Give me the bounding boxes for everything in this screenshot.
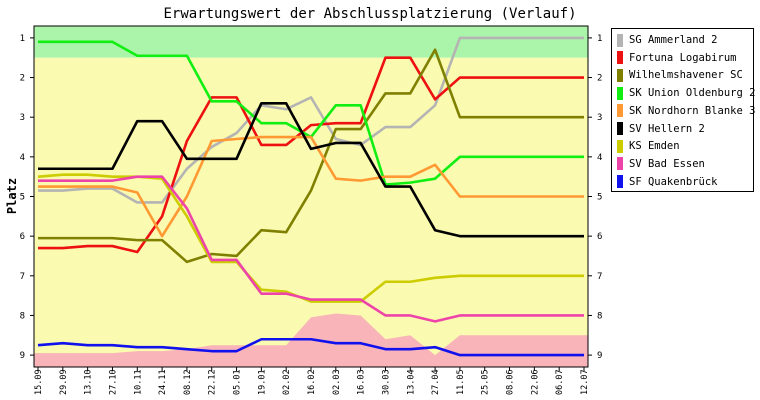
series-line-sv-bad-essen	[38, 175, 584, 323]
y-tick-label-left: 5	[20, 193, 25, 203]
series-line-fortuna-logabirum	[38, 56, 584, 254]
legend-swatch	[617, 157, 623, 171]
y-tick-label-right: 4	[597, 153, 602, 163]
x-tick-label: 25.05	[481, 369, 491, 395]
x-tick-label: 02.03	[332, 369, 342, 395]
zone-band	[34, 26, 588, 58]
x-tick-label: 08.12	[183, 369, 193, 395]
x-tick-label: 11.05	[456, 369, 466, 395]
y-tick-label-left: 6	[20, 232, 25, 242]
y-tick-label-left: 3	[20, 113, 25, 123]
x-tick-label: 22.06	[530, 369, 540, 395]
legend: SG Ammerland 2 Fortuna Logabirum Wilhelmsh…	[611, 28, 755, 192]
x-axis: 15.09 29.09 13.10 27.10 10.11 24.11 08.12 22.12…	[34, 367, 590, 395]
series-line-wilhelmshavener-sc	[38, 48, 584, 264]
series-lines	[37, 36, 584, 357]
y-tick-label-right: 9	[597, 351, 602, 361]
legend-item: SG Ammerland 2	[617, 32, 718, 48]
legend-swatch	[617, 86, 623, 100]
y-tick-label-right: 8	[597, 311, 602, 321]
legend-label: SF Quakenbrück	[629, 175, 718, 188]
legend-swatch	[617, 68, 623, 82]
x-tick-label: 19.01	[257, 369, 267, 395]
x-tick-label: 06.07	[555, 369, 565, 395]
y-tick-label-left: 1	[20, 34, 25, 44]
x-tick-label: 12.07	[580, 369, 590, 395]
x-tick-label: 13.04	[406, 369, 416, 395]
series-line-sk-nordhorn-blanke-3	[38, 135, 584, 238]
legend-swatch	[617, 51, 623, 65]
x-tick-label: 15.09	[34, 369, 44, 395]
legend-label: SG Ammerland 2	[629, 34, 718, 46]
y-tick-label-right: 3	[597, 113, 602, 123]
x-tick-label: 24.11	[158, 369, 168, 395]
chart-title: Erwartungswert der Abschlussplatzierung …	[163, 6, 576, 22]
legend-swatch	[617, 175, 623, 189]
y-tick-label-left: 7	[20, 272, 25, 282]
x-tick-label: 16.03	[357, 369, 367, 395]
legend-label: SK Nordhorn Blanke 3	[629, 104, 756, 117]
y-tick-label-left: 4	[20, 153, 25, 163]
y-axis-right: 1 2 3 4 5 6 7 8 9	[588, 34, 602, 361]
x-tick-label: 13.10	[84, 369, 94, 395]
x-tick-label: 08.06	[506, 369, 516, 395]
y-tick-label-right: 6	[597, 232, 602, 242]
legend-label: KS Emden	[629, 140, 680, 153]
legend-item: SV Hellern 2	[617, 121, 705, 137]
legend-item: SV Bad Essen	[617, 156, 705, 172]
legend-item: Wilhelmshavener SC	[617, 67, 743, 83]
x-tick-label: 30.03	[381, 369, 391, 395]
y-axis-label: Platz	[5, 178, 19, 214]
legend-item: SF Quakenbrück	[617, 174, 718, 190]
legend-swatch	[617, 139, 623, 153]
legend-item: SK Union Oldenburg 2	[617, 85, 755, 101]
legend-item: Fortuna Logabirum	[617, 50, 736, 66]
x-tick-label: 10.11	[133, 369, 143, 395]
legend-label: SV Bad Essen	[629, 157, 705, 170]
y-tick-label-left: 8	[20, 311, 25, 321]
legend-label: Wilhelmshavener SC	[629, 69, 743, 82]
x-tick-label: 02.02	[282, 369, 292, 395]
x-tick-label: 05.01	[233, 369, 243, 395]
series-line-ks-emden	[37, 173, 584, 303]
x-tick-label: 29.09	[59, 369, 69, 395]
y-tick-label-left: 2	[20, 74, 25, 84]
series-line-sf-quakenbr-ck	[37, 337, 584, 357]
y-axis-left: 1 2 3 4 5 6 7 8 9	[20, 34, 34, 361]
legend-label: Fortuna Logabirum	[629, 51, 737, 64]
x-tick-label: 27.10	[108, 369, 118, 395]
y-tick-label-right: 1	[597, 34, 602, 44]
legend-swatch	[617, 33, 623, 47]
y-tick-label-left: 9	[20, 351, 25, 361]
series-line-sv-hellern-2	[38, 102, 584, 238]
y-tick-label-right: 2	[597, 74, 602, 84]
x-tick-label: 16.02	[307, 369, 317, 395]
legend-item: SK Nordhorn Blanke 3	[617, 103, 755, 119]
x-tick-label: 27.04	[431, 369, 441, 395]
legend-swatch	[617, 104, 623, 118]
y-tick-label-right: 5	[597, 193, 602, 203]
x-tick-label: 22.12	[208, 369, 218, 395]
legend-label: SK Union Oldenburg 2	[629, 87, 756, 100]
legend-swatch	[617, 122, 623, 135]
y-tick-label-right: 7	[597, 272, 602, 282]
legend-item: KS Emden	[617, 138, 680, 154]
series-line-sg-ammerland-2	[38, 36, 584, 204]
legend-label: SV Hellern 2	[629, 122, 705, 135]
